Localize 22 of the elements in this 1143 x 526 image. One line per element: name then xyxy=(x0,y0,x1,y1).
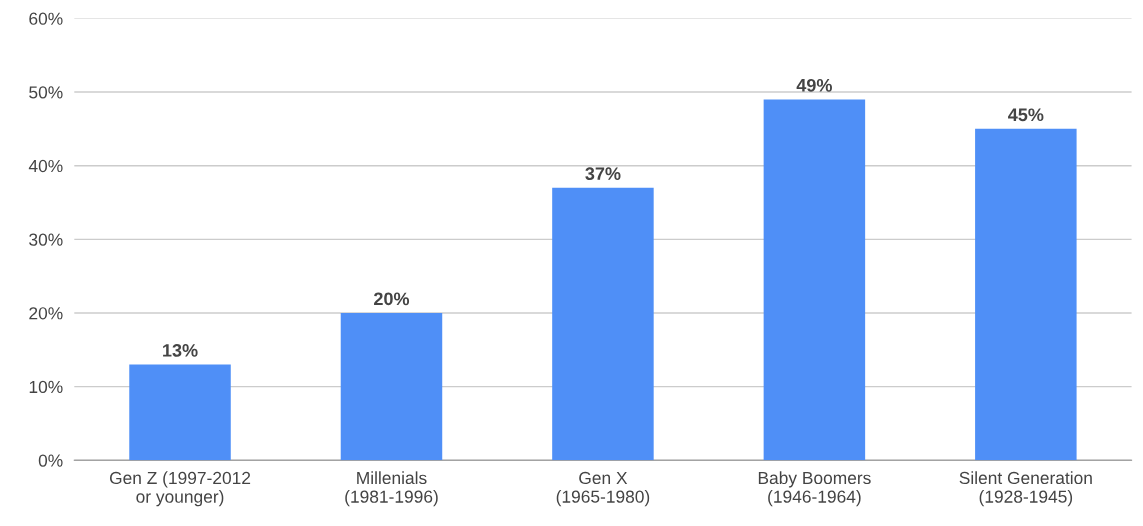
data-label: 45% xyxy=(1008,108,1044,122)
y-tick-label: 60% xyxy=(29,12,63,25)
data-label: 20% xyxy=(374,292,410,306)
data-label: 37% xyxy=(585,167,621,181)
bar xyxy=(552,187,654,461)
x-tick-label: Silent Generation (1928-1945) xyxy=(959,471,1092,507)
y-tick-label: 30% xyxy=(29,233,63,246)
x-tick-label: Baby Boomers (1946-1964) xyxy=(758,471,871,507)
y-tick-label: 0% xyxy=(38,454,63,467)
bar xyxy=(975,128,1077,461)
y-tick-label: 10% xyxy=(29,380,63,394)
bar xyxy=(129,364,231,461)
bar xyxy=(763,99,866,461)
data-label: 49% xyxy=(796,78,832,92)
y-tick-label: 40% xyxy=(28,159,63,173)
bar xyxy=(340,312,443,461)
x-tick-label: Gen Z (1997-2012 or younger) xyxy=(109,471,251,507)
data-label: 13% xyxy=(163,344,198,357)
y-tick-label: 50% xyxy=(29,86,63,99)
y-tick-label: 20% xyxy=(29,307,63,320)
x-tick-label: Gen X (1965-1980) xyxy=(556,471,650,507)
x-tick-label: Millenials (1981-1996) xyxy=(345,471,438,507)
